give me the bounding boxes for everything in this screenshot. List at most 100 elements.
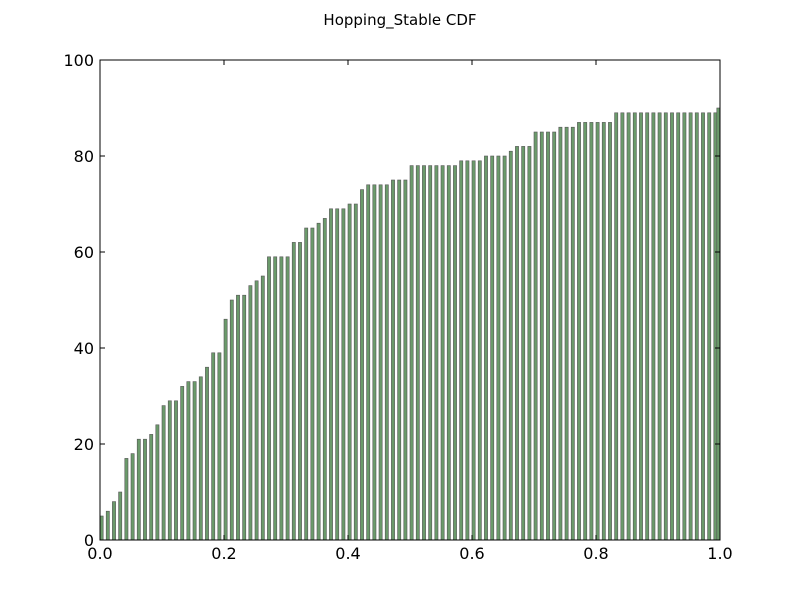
bar (459, 160, 464, 541)
bar (130, 453, 135, 541)
bar (608, 122, 612, 541)
bar (614, 112, 619, 541)
bar (564, 126, 569, 541)
bar (552, 131, 557, 541)
bar (477, 160, 482, 541)
bar (539, 131, 544, 541)
bar (484, 155, 488, 541)
bar (291, 242, 296, 541)
x-tick-label: 0.4 (335, 544, 360, 563)
axes-frame (99, 59, 721, 541)
bar (639, 112, 643, 541)
bar (688, 112, 693, 541)
bar (601, 122, 606, 541)
bar (223, 318, 228, 541)
bar (422, 165, 426, 541)
bar (676, 112, 681, 541)
bar (403, 179, 408, 541)
bar (118, 491, 123, 541)
bar (180, 386, 185, 541)
bar (242, 294, 247, 541)
bar (285, 256, 290, 541)
bars-group (99, 107, 721, 541)
bar (384, 184, 389, 541)
bar (353, 203, 358, 541)
ticks-group (99, 59, 721, 541)
bar (471, 160, 476, 541)
bar (663, 112, 668, 541)
bar (335, 208, 340, 541)
y-tick-label: 60 (74, 243, 94, 262)
bar (707, 112, 712, 541)
bar (360, 189, 364, 541)
bar (304, 227, 309, 541)
bar (496, 155, 501, 541)
bar (155, 424, 160, 541)
bar (701, 112, 705, 541)
bar (124, 458, 129, 541)
bar (143, 438, 147, 541)
bar (229, 299, 234, 541)
x-tick-label: 0.0 (87, 544, 112, 563)
bar (453, 165, 457, 541)
bar (161, 405, 166, 541)
bar (329, 208, 333, 541)
bar (149, 434, 154, 541)
bar (267, 256, 271, 541)
y-tick-label: 0 (84, 531, 94, 550)
chart-title: Hopping_Stable CDF (323, 11, 477, 29)
bar (446, 165, 451, 541)
bar (577, 122, 581, 541)
bar (167, 400, 172, 541)
bar (211, 352, 216, 541)
bar (397, 179, 402, 541)
bar (347, 203, 352, 541)
x-tick-label: 1.0 (707, 544, 732, 563)
bar (310, 227, 315, 541)
bar (341, 208, 346, 541)
bar (490, 155, 495, 541)
bar (521, 146, 526, 541)
bar (620, 112, 625, 541)
bar (105, 510, 110, 541)
bar (558, 126, 563, 541)
bar (254, 280, 259, 541)
bar (682, 112, 687, 541)
bar (217, 352, 222, 541)
bar (205, 366, 209, 541)
bar (273, 256, 278, 541)
y-tick-label: 80 (74, 147, 94, 166)
bar (434, 165, 439, 541)
bar (136, 438, 141, 541)
bar (186, 381, 191, 541)
bar (645, 112, 650, 541)
bar (174, 400, 178, 541)
bar (391, 179, 395, 541)
bar (527, 146, 532, 541)
bar (316, 222, 321, 541)
bar (670, 112, 674, 541)
x-tick-label: 0.6 (459, 544, 484, 563)
bar (248, 285, 253, 541)
bar (533, 131, 538, 541)
bar (651, 112, 656, 541)
y-tick-label: 100 (63, 51, 94, 70)
bar (589, 122, 594, 541)
bar (515, 146, 519, 541)
bar (112, 501, 116, 541)
bar (626, 112, 631, 541)
y-tick-label: 40 (74, 339, 94, 358)
bar (409, 165, 414, 541)
bar (366, 184, 371, 541)
bar (378, 184, 383, 541)
x-tick-label: 0.8 (583, 544, 608, 563)
bar (508, 150, 513, 541)
bar (298, 242, 302, 541)
bar (440, 165, 445, 541)
bar (428, 165, 433, 541)
bar (372, 184, 377, 541)
bar (260, 275, 265, 541)
bar (236, 294, 240, 541)
bar (322, 218, 327, 541)
